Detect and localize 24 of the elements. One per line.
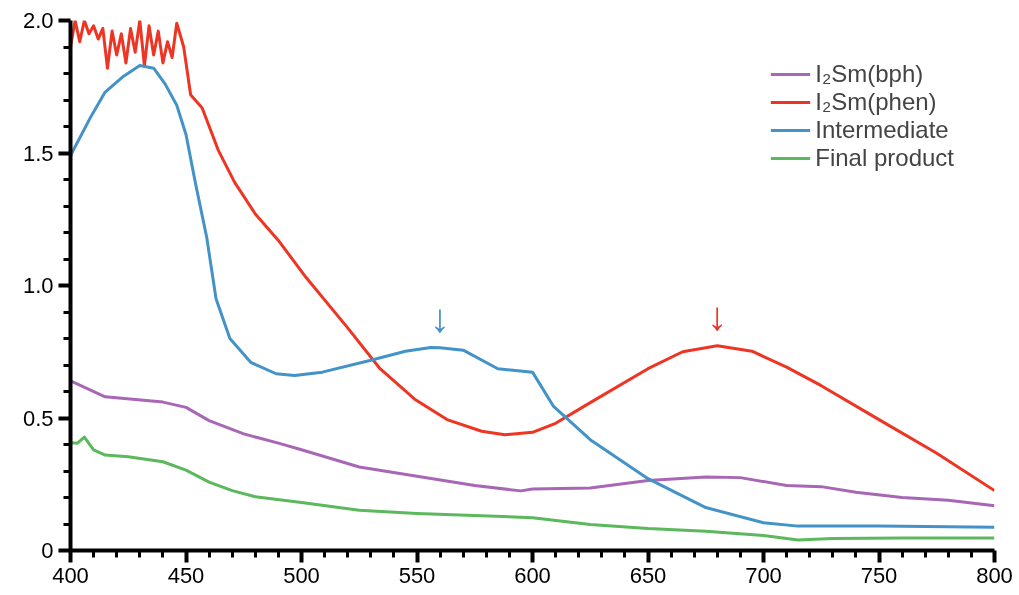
y-tick-label: 2.0 xyxy=(22,8,54,33)
line-series xyxy=(70,20,995,493)
annotation: ↓ xyxy=(707,293,728,338)
y-tick-label: 0 xyxy=(41,538,54,563)
y-tick-label: 0.5 xyxy=(22,405,54,431)
x-tick-label: 400 xyxy=(52,562,89,588)
line-series xyxy=(70,435,995,542)
x-tick-label: 700 xyxy=(745,562,782,588)
annotation: ↓ xyxy=(430,295,451,340)
legend-label: I₂Sm(bph) xyxy=(815,60,924,88)
legend-label: Intermediate xyxy=(815,116,949,144)
x-tick-label: 600 xyxy=(514,562,551,588)
x-tick-label: 800 xyxy=(976,562,1013,588)
line-series xyxy=(70,379,995,508)
x-tick-label: 500 xyxy=(283,562,320,588)
x-tick-label: 650 xyxy=(629,562,667,588)
x-tick-label: 750 xyxy=(860,562,898,588)
x-tick-label: 550 xyxy=(398,562,436,588)
x-tick-label: 450 xyxy=(167,562,205,588)
line-series xyxy=(70,64,995,529)
legend-label: Final product xyxy=(815,144,954,172)
y-tick-label: 1.0 xyxy=(22,273,54,298)
legend-label: I₂Sm(phen) xyxy=(815,88,937,116)
y-tick-label: 1.5 xyxy=(22,140,54,166)
